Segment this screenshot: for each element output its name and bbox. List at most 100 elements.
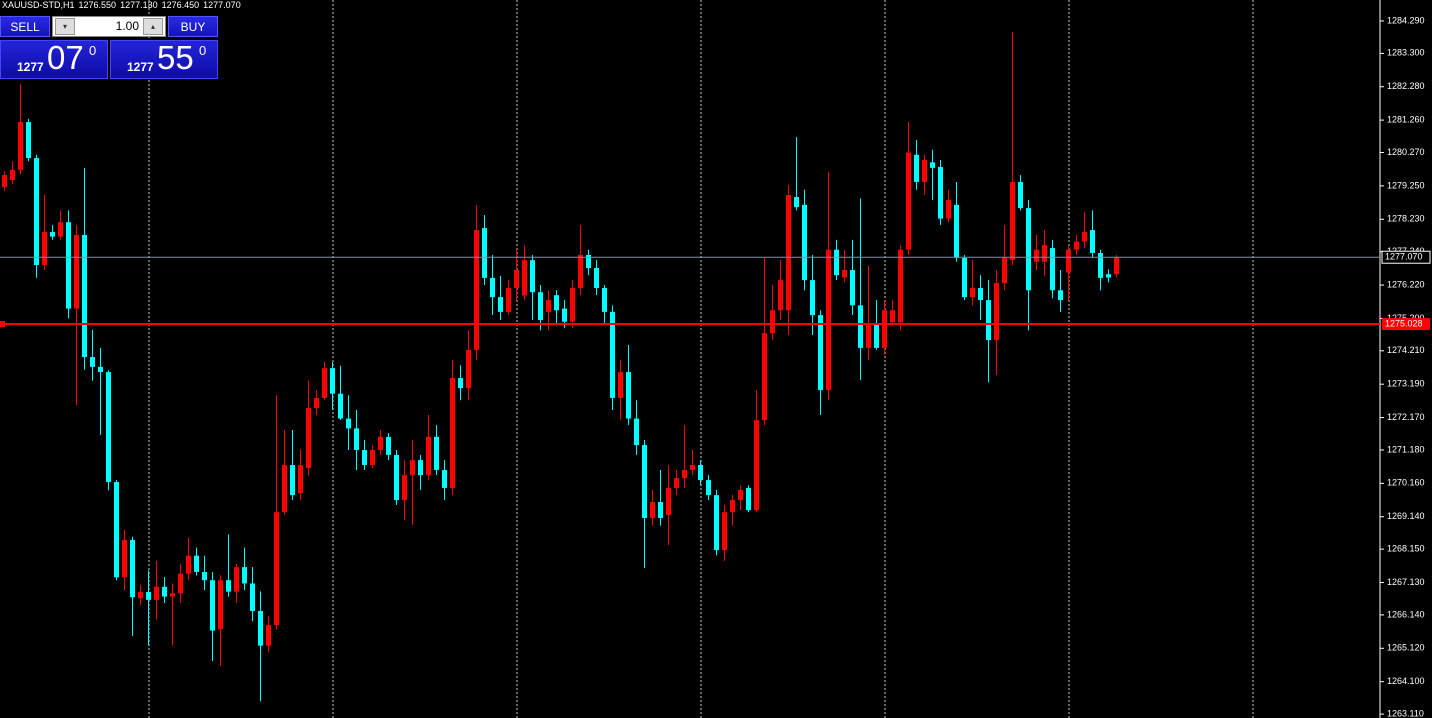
quote-low: 1276.450 (161, 0, 200, 10)
decrease-button[interactable]: ▾ (55, 18, 75, 35)
candle-body (354, 428, 359, 450)
candle-body (10, 169, 15, 180)
increase-button[interactable]: ▴ (143, 18, 163, 35)
candle-body (970, 287, 975, 298)
candle-body (810, 280, 815, 316)
candle-body (722, 512, 727, 551)
bid-pip: 0 (89, 43, 97, 58)
ask-pip: 0 (199, 43, 207, 58)
candle-body (2, 175, 7, 187)
candle-body (818, 315, 823, 391)
candle-body (466, 349, 471, 389)
buy-button[interactable]: BUY (168, 16, 218, 37)
y-tick-label: 1273.190 (1387, 379, 1425, 389)
candle-body (210, 580, 215, 631)
candle-body (1058, 290, 1063, 301)
candle-body (18, 122, 23, 170)
candle-body (554, 295, 559, 311)
candle-body (650, 502, 655, 519)
candle-body (754, 420, 759, 511)
candle-body (930, 162, 935, 168)
candle-body (1010, 181, 1015, 261)
candle-body (778, 280, 783, 311)
candle-body (98, 366, 103, 373)
candle-body (954, 204, 959, 258)
candle-body (978, 287, 983, 301)
candle-body (1002, 257, 1007, 284)
candle-body (42, 232, 47, 266)
candle-body (762, 333, 767, 421)
candle-body (202, 572, 207, 581)
y-tick-label: 1280.270 (1387, 147, 1425, 157)
candle-body (1018, 181, 1023, 209)
candle-body (306, 408, 311, 468)
candle-body (258, 610, 263, 646)
bid-big: 1277 (17, 60, 44, 74)
candle-body (186, 555, 191, 574)
quote-open: 1276.550 (78, 0, 117, 10)
level-handle (0, 321, 5, 328)
candle-body (698, 465, 703, 481)
lot-value: 1.00 (115, 19, 139, 33)
candle-body (690, 465, 695, 470)
candle-body (290, 465, 295, 496)
lot-input[interactable]: ▾ 1.00 ▴ (52, 16, 166, 37)
candle-body (34, 158, 39, 266)
y-tick-label: 1275.200 (1387, 313, 1425, 323)
y-tick-label: 1269.140 (1387, 511, 1425, 521)
candle-body (490, 277, 495, 298)
candle-body (618, 372, 623, 398)
candle-body (530, 260, 535, 293)
candle-body (418, 460, 423, 476)
candle-body (218, 580, 223, 630)
candle-body (802, 204, 807, 281)
candle-body (450, 377, 455, 488)
level-label-box (1382, 318, 1430, 331)
candle-body (330, 368, 335, 394)
candles (2, 32, 1119, 702)
candle-body (610, 311, 615, 398)
candle-body (538, 292, 543, 321)
y-tick-label: 1281.260 (1387, 114, 1425, 124)
candle-body (50, 232, 55, 237)
candle-body (906, 152, 911, 250)
candle-body (58, 222, 63, 237)
candle-body (362, 449, 367, 466)
y-tick-label: 1264.100 (1387, 676, 1425, 686)
candle-body (314, 397, 319, 409)
y-tick-label: 1271.180 (1387, 444, 1425, 454)
candle-body (706, 480, 711, 496)
candle-body (170, 593, 175, 597)
candle-body (274, 512, 279, 626)
y-tick-label: 1274.210 (1387, 345, 1425, 355)
candle-body (634, 418, 639, 446)
candle-body (834, 249, 839, 276)
candle-body (370, 449, 375, 466)
quote-high: 1277.130 (120, 0, 158, 10)
candle-body (378, 436, 383, 450)
candle-body (106, 372, 111, 483)
y-tick-label: 1268.150 (1387, 544, 1425, 554)
candle-body (594, 268, 599, 288)
bid-digits: 07 (47, 39, 84, 76)
candle-body (394, 454, 399, 501)
bid-price[interactable]: 1277 07 0 (0, 39, 108, 79)
candle-body (250, 583, 255, 611)
y-tick-label: 1276.220 (1387, 279, 1425, 289)
ask-price[interactable]: 1277 55 0 (110, 39, 218, 79)
candle-body (298, 465, 303, 494)
candle-body (882, 310, 887, 348)
candle-body (874, 323, 879, 348)
candle-body (346, 418, 351, 429)
candle-body (74, 234, 79, 309)
candle-body (770, 310, 775, 334)
candle-body (578, 254, 583, 288)
y-tick-label: 1272.170 (1387, 412, 1425, 422)
level-label: 1275.028 (1385, 318, 1423, 328)
price-label: 1277.070 (1385, 252, 1423, 262)
sell-button[interactable]: SELL (0, 16, 50, 37)
candle-body (458, 377, 463, 389)
candle-body (626, 372, 631, 419)
